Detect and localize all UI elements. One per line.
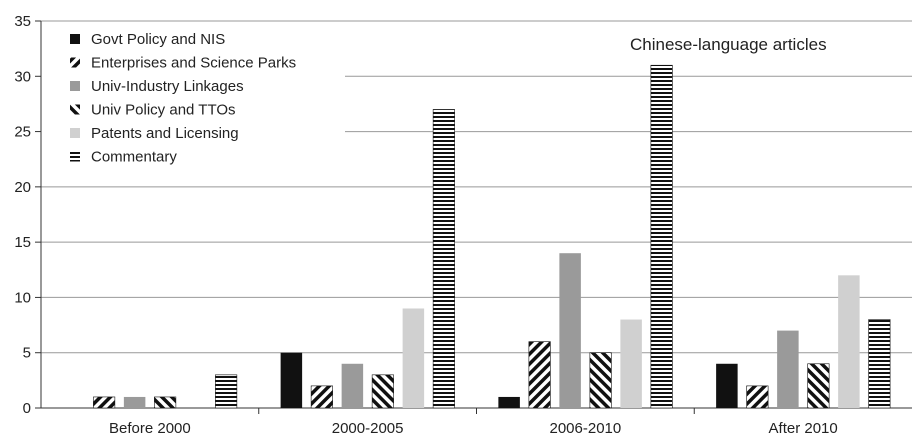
legend-swatch: [70, 81, 80, 91]
x-tick-label: After 2010: [769, 420, 838, 437]
x-tick-label: 2006-2010: [550, 420, 622, 437]
bar: [123, 396, 146, 408]
bar: [838, 275, 860, 408]
y-tick-label: 35: [14, 13, 31, 30]
legend-label: Govt Policy and NIS: [91, 31, 225, 48]
bar: [528, 341, 551, 409]
x-tick-label: Before 2000: [109, 420, 191, 437]
bar: [807, 363, 830, 409]
bar: [498, 396, 520, 408]
y-tick-label: 10: [14, 289, 31, 306]
bar: [589, 352, 612, 409]
bar: [280, 352, 303, 408]
y-tick-label: 20: [14, 179, 31, 196]
bar: [559, 253, 581, 408]
bar: [215, 374, 238, 409]
bar: [154, 396, 177, 409]
bar: [402, 308, 425, 408]
tick-labels: 0 5 10 15 20 25 30 35 Before 2000 2000-2005 2006-2…: [14, 13, 837, 437]
legend-label: Univ Policy and TTOs: [91, 102, 236, 119]
x-tick-label: 2000-2005: [332, 420, 404, 437]
bar: [620, 319, 642, 408]
y-tick-label: 15: [14, 234, 31, 251]
legend-label: Univ-Industry Linkages: [91, 78, 244, 95]
legend-swatch: [70, 104, 80, 115]
bar: [650, 64, 673, 409]
bar: [371, 374, 394, 409]
bar: [341, 363, 364, 408]
y-tick-label: 0: [23, 400, 31, 417]
legend-label: Enterprises and Science Parks: [91, 55, 296, 72]
chart-annotation: Chinese-language articles: [630, 35, 827, 54]
bar: [310, 385, 333, 409]
y-tick-label: 25: [14, 124, 31, 141]
legend-swatch: [70, 34, 80, 44]
bar: [746, 385, 769, 409]
legend: Govt Policy and NIS Enterprises and Scien…: [70, 31, 296, 166]
legend-label: Patents and Licensing: [91, 125, 239, 142]
legend-swatch: [70, 128, 80, 138]
bar: [716, 363, 738, 408]
bar: [777, 330, 799, 408]
y-tick-label: 30: [14, 68, 31, 85]
y-tick-label: 5: [23, 345, 31, 362]
legend-label: Commentary: [91, 149, 177, 166]
bar: [432, 109, 455, 409]
legend-swatch: [70, 151, 80, 162]
legend-swatch: [70, 57, 80, 68]
bar: [93, 396, 116, 409]
gridlines: [41, 20, 912, 354]
bars: [93, 64, 891, 409]
bar: [868, 319, 891, 409]
